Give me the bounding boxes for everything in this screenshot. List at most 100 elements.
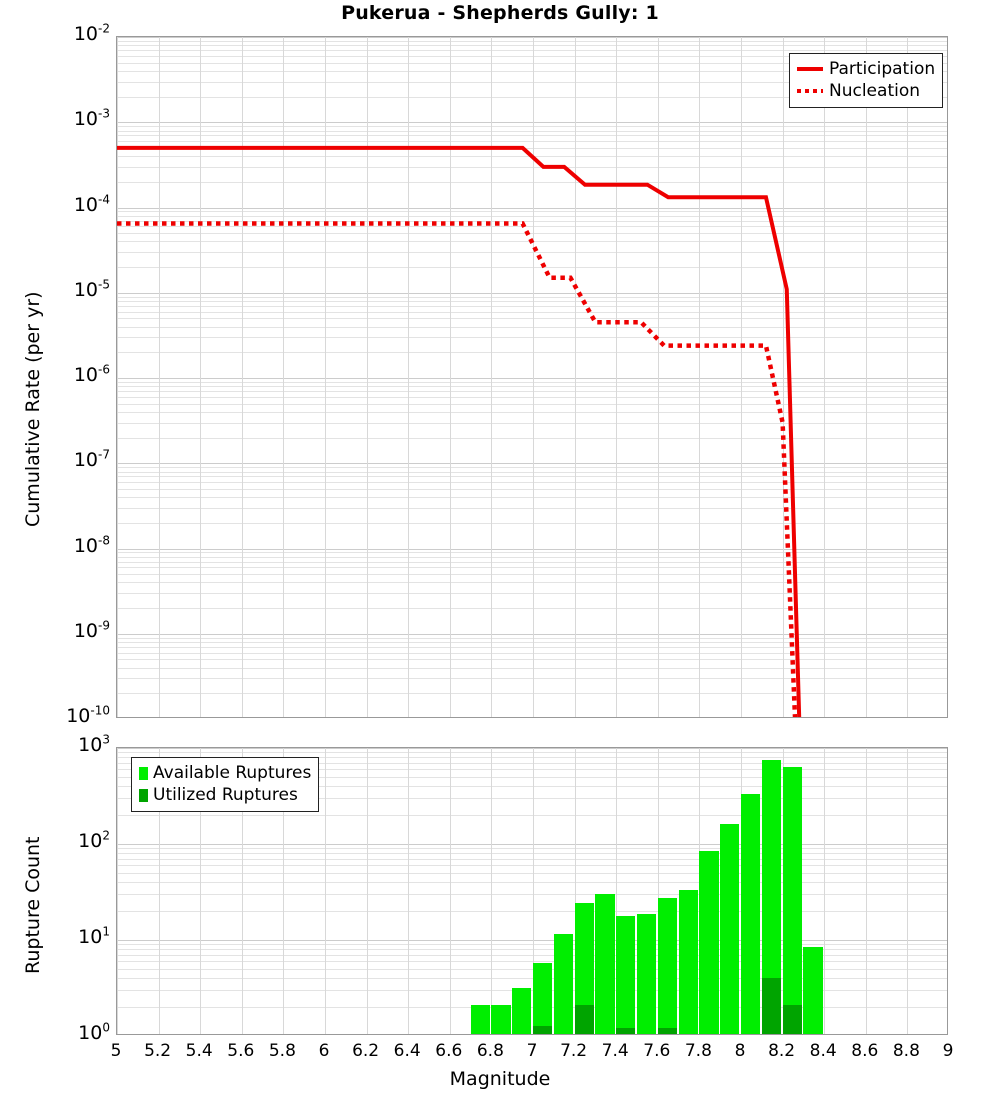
gridline-vertical	[325, 37, 326, 717]
gridline-vertical	[283, 37, 284, 717]
gridline-vertical	[658, 37, 659, 717]
gridline-horizontal	[117, 859, 947, 860]
y-tick-label: 10-10	[66, 703, 110, 727]
bar-utilized	[761, 978, 782, 1034]
gridline-horizontal	[117, 497, 947, 498]
gridline-horizontal	[117, 848, 947, 849]
gridline-horizontal	[117, 267, 947, 268]
gridline-vertical	[242, 37, 243, 717]
gridline-vertical	[408, 748, 409, 1034]
y-tick-label: 102	[78, 828, 110, 852]
gridline-horizontal	[117, 318, 947, 319]
gridline-vertical	[117, 748, 118, 1034]
bar-utilized	[657, 1028, 678, 1034]
gridline-horizontal	[117, 226, 947, 227]
gridline-horizontal	[117, 141, 947, 142]
gridline-horizontal	[117, 757, 947, 758]
gridline-horizontal	[117, 642, 947, 643]
gridline-vertical	[533, 37, 534, 717]
gridline-horizontal	[117, 45, 947, 46]
legend-item: Available Ruptures	[139, 762, 311, 784]
rupture-count-plot	[116, 747, 948, 1035]
bottom-legend: Available Ruptures Utilized Ruptures	[131, 757, 320, 812]
page-title: Pukerua - Shepherds Gully: 1	[341, 2, 659, 24]
gridline-horizontal	[117, 378, 947, 379]
gridline-vertical	[533, 748, 534, 1034]
gridline-vertical	[450, 37, 451, 717]
gridline-vertical	[200, 37, 201, 717]
gridline-horizontal	[117, 467, 947, 468]
legend-swatch-solid-icon	[797, 67, 823, 71]
y-tick-label: 103	[78, 732, 110, 756]
gridline-horizontal	[117, 221, 947, 222]
gridline-horizontal	[117, 978, 947, 979]
gridline-horizontal	[117, 482, 947, 483]
gridline-horizontal	[117, 678, 947, 679]
bar-available	[782, 767, 802, 1034]
gridline-horizontal	[117, 894, 947, 895]
x-tick-label: 6.6	[435, 1041, 463, 1061]
gridline-horizontal	[117, 306, 947, 307]
legend-label: Utilized Ruptures	[153, 785, 298, 805]
legend-label: Available Ruptures	[153, 763, 312, 783]
gridline-horizontal	[117, 463, 947, 464]
legend-item: Participation	[797, 58, 935, 80]
gridline-horizontal	[117, 647, 947, 648]
bar-available	[553, 934, 574, 1034]
x-tick-label: 7	[526, 1041, 538, 1061]
gridline-vertical	[783, 37, 784, 717]
gridline-vertical	[866, 748, 867, 1034]
x-tick-label: 8.2	[768, 1041, 796, 1061]
gridline-vertical	[450, 748, 451, 1034]
gridline-vertical	[283, 748, 284, 1034]
gridline-vertical	[907, 37, 908, 717]
gridline-horizontal	[117, 523, 947, 524]
gridline-horizontal	[117, 552, 947, 553]
bar-available	[512, 988, 532, 1034]
gridline-vertical	[824, 37, 825, 717]
gridline-horizontal	[117, 293, 947, 294]
bar-available	[491, 1005, 511, 1034]
legend-label: Participation	[829, 59, 936, 79]
gridline-horizontal	[117, 786, 947, 787]
legend-swatch-icon	[139, 766, 148, 780]
series-line-nucleation	[117, 221, 798, 717]
gridline-horizontal	[117, 301, 947, 302]
gridline-horizontal	[117, 955, 947, 956]
y-tick-label: 100	[78, 1020, 110, 1044]
gridline-horizontal	[117, 873, 947, 874]
x-tick-label: 5.4	[185, 1041, 213, 1061]
gridline-horizontal	[117, 567, 947, 568]
legend-item: Utilized Ruptures	[139, 784, 311, 806]
gridline-vertical	[907, 748, 908, 1034]
gridline-horizontal	[117, 438, 947, 439]
gridline-horizontal	[117, 508, 947, 509]
gridline-horizontal	[117, 911, 947, 912]
gridline-horizontal	[117, 549, 947, 550]
series-line-participation	[117, 145, 802, 717]
x-tick-label: 7.8	[684, 1041, 712, 1061]
gridline-horizontal	[117, 208, 947, 209]
gridline-vertical	[200, 748, 201, 1034]
gridline-horizontal	[117, 71, 947, 72]
gridline-vertical	[824, 748, 825, 1034]
x-tick-label: 8.8	[892, 1041, 920, 1061]
gridline-horizontal	[117, 489, 947, 490]
gridline-horizontal	[117, 41, 947, 42]
gridline-horizontal	[117, 608, 947, 609]
legend-swatch-icon	[139, 788, 148, 802]
bar-utilized	[533, 1026, 553, 1034]
gridline-horizontal	[117, 798, 947, 799]
legend-label: Nucleation	[829, 81, 921, 101]
bar-available	[678, 889, 698, 1034]
bar-utilized	[574, 1005, 594, 1034]
gridline-horizontal	[117, 940, 947, 941]
gridline-horizontal	[117, 182, 947, 183]
gridline-horizontal	[117, 659, 947, 660]
gridline-horizontal	[117, 97, 947, 98]
x-tick-label: 6.8	[476, 1041, 504, 1061]
y-tick-label: 101	[78, 924, 110, 948]
gridline-vertical	[866, 37, 867, 717]
gridline-horizontal	[117, 352, 947, 353]
gridline-vertical	[325, 748, 326, 1034]
